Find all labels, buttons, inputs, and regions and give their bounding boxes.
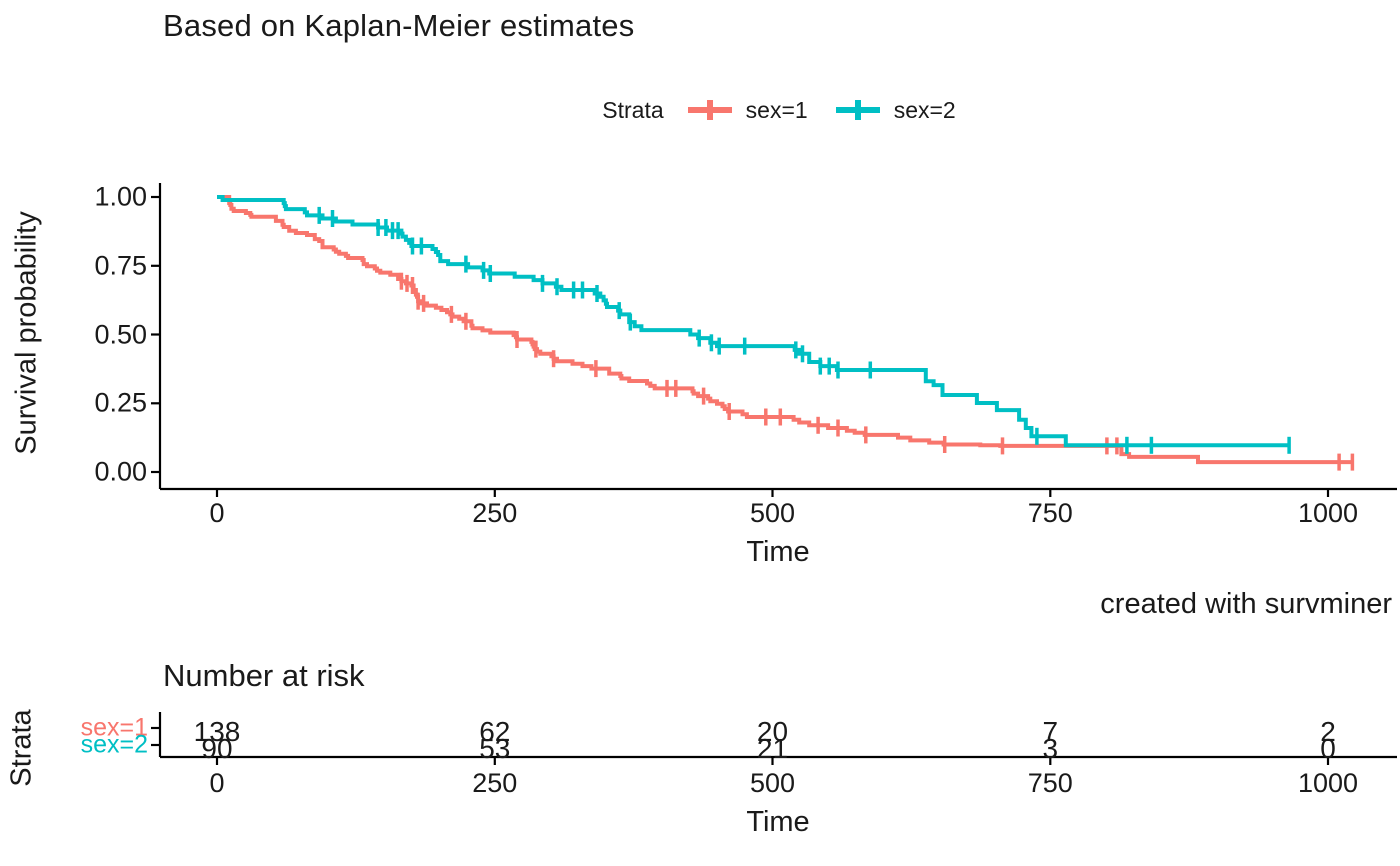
risk-count-sex=2-t0: 90 xyxy=(201,733,233,764)
legend-item-sex=2: sex=2 xyxy=(835,96,956,124)
risk-table-heading: Number at risk xyxy=(163,658,365,693)
legend-key-plus-icon xyxy=(835,98,880,122)
caption: created with survminer xyxy=(1100,588,1392,620)
risk-x-tick-label: 750 xyxy=(1027,768,1073,798)
x-tick-label: 500 xyxy=(749,498,796,528)
y-tick-label: 0.75 xyxy=(94,250,147,281)
x-tick-label: 750 xyxy=(1027,498,1073,528)
x-tick-label: 0 xyxy=(209,498,225,528)
legend-items: sex=1 sex=2 xyxy=(687,96,956,124)
risk-x-tick-label: 500 xyxy=(749,768,796,798)
risk-count-sex=2-t1000: 0 xyxy=(1320,733,1336,764)
risk-row-label-sex=2: sex=2 xyxy=(80,730,148,759)
legend: Strata sex=1 sex=2 xyxy=(160,92,1398,128)
y-tick-label: 0.25 xyxy=(94,387,147,418)
risk-count-sex=1-t750: 7 xyxy=(1042,716,1059,747)
risk-count-sex=1-t0: 138 xyxy=(193,716,241,747)
risk-count-sex=2-t250: 53 xyxy=(479,733,511,764)
legend-title: Strata xyxy=(602,96,664,123)
x-axis-title: Time xyxy=(746,536,810,568)
risk-count-sex=2-t750: 3 xyxy=(1042,733,1059,764)
y-tick-label: 0.00 xyxy=(94,456,147,487)
risk-count-sex=1-t500: 20 xyxy=(756,716,789,747)
y-tick-label: 0.50 xyxy=(94,319,147,349)
y-axis-title: Survival probability xyxy=(10,211,43,455)
risk-count-sex=1-t250: 62 xyxy=(479,716,511,747)
risk-row-label-sex=1: sex=1 xyxy=(80,713,148,742)
censor-marks-sex=2 xyxy=(317,206,1291,454)
plot-title: Based on Kaplan-Meier estimates xyxy=(163,8,635,43)
risk-table-x-axis-title: Time xyxy=(746,806,810,838)
km-curve-sex=1 xyxy=(217,195,1353,465)
risk-x-tick-label: 1000 xyxy=(1297,768,1359,798)
risk-count-sex=1-t1000: 2 xyxy=(1320,716,1336,747)
x-tick-label: 250 xyxy=(472,498,518,528)
risk-count-sex=2-t500: 21 xyxy=(756,733,789,764)
censor-marks-sex=1 xyxy=(399,272,1355,471)
legend-label: sex=2 xyxy=(893,96,956,123)
legend-label: sex=1 xyxy=(745,96,808,123)
x-tick-label: 1000 xyxy=(1297,498,1359,528)
y-tick-label: 1.00 xyxy=(94,181,147,212)
risk-table-y-axis-title: Strata xyxy=(5,709,38,787)
legend-item-sex=1: sex=1 xyxy=(687,96,808,124)
risk-x-tick-label: 0 xyxy=(209,768,225,798)
legend-key-plus-icon xyxy=(687,98,732,122)
risk-x-tick-label: 250 xyxy=(472,768,518,798)
